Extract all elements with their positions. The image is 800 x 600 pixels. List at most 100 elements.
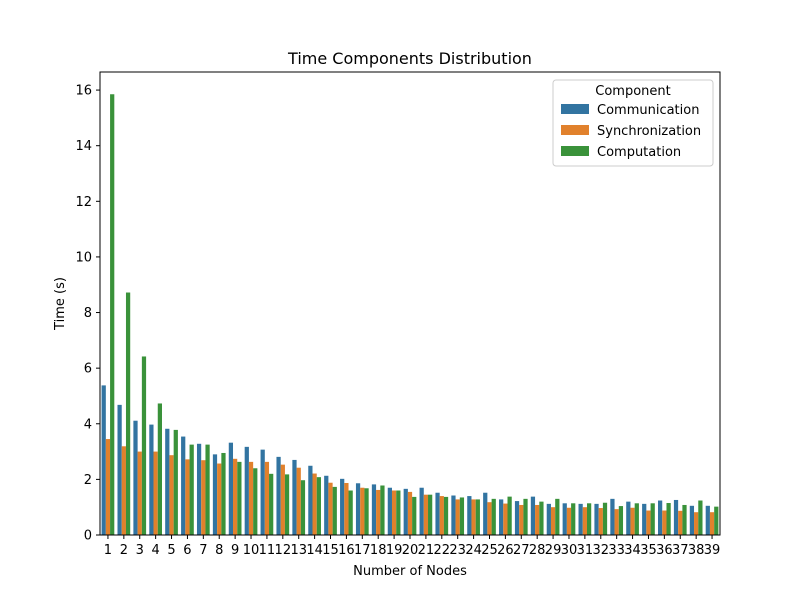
bar-communication-1 <box>101 385 106 535</box>
bar-communication-34 <box>626 501 631 535</box>
bar-synchronization-29 <box>550 507 556 535</box>
bar-synchronization-10 <box>248 461 254 535</box>
bar-communication-10 <box>244 446 249 535</box>
bar-synchronization-18 <box>376 489 381 535</box>
bar-synchronization-4 <box>153 451 158 535</box>
x-tick-label: 20 <box>402 543 419 558</box>
bar-communication-12 <box>276 456 281 535</box>
bar-synchronization-36 <box>662 510 667 535</box>
x-tick-label: 4 <box>152 543 160 558</box>
bar-computation-36 <box>666 503 671 535</box>
bar-synchronization-25 <box>487 502 492 535</box>
bar-computation-24 <box>475 499 480 535</box>
bars-group <box>101 94 719 535</box>
bar-communication-27 <box>514 501 520 535</box>
legend-items: Communication Synchronization Computation <box>561 103 701 160</box>
bar-communication-9 <box>228 442 234 535</box>
y-tick-label: 8 <box>84 306 92 321</box>
bar-communication-21 <box>419 487 424 535</box>
bar-computation-2 <box>125 292 131 535</box>
bar-synchronization-38 <box>694 512 699 535</box>
x-tick-label: 10 <box>243 543 260 558</box>
bar-communication-5 <box>165 428 170 535</box>
bar-computation-37 <box>682 504 687 535</box>
bar-communication-23 <box>451 495 456 535</box>
bar-computation-23 <box>459 497 465 535</box>
bar-synchronization-23 <box>455 499 460 535</box>
bar-computation-5 <box>173 429 178 535</box>
x-tick-label: 19 <box>386 543 403 558</box>
x-tick-label: 11 <box>259 543 276 558</box>
bar-synchronization-30 <box>566 507 572 535</box>
bar-synchronization-31 <box>582 507 587 535</box>
bar-computation-18 <box>380 485 385 535</box>
bar-computation-27 <box>523 498 528 535</box>
bar-computation-28 <box>539 501 544 535</box>
bar-communication-31 <box>578 503 583 535</box>
bar-synchronization-3 <box>137 451 142 535</box>
bar-communication-19 <box>387 487 392 535</box>
x-tick-label: 25 <box>481 543 498 558</box>
bar-communication-2 <box>117 404 122 535</box>
bar-communication-37 <box>673 499 679 535</box>
y-tick-label: 16 <box>75 84 92 99</box>
y-tick-label: 6 <box>84 362 92 377</box>
bar-computation-38 <box>698 500 703 535</box>
bar-computation-15 <box>332 486 337 535</box>
legend-label-synchronization: Synchronization <box>597 124 701 139</box>
legend-swatch-synchronization <box>561 125 589 135</box>
bar-synchronization-11 <box>264 461 270 535</box>
x-tick-label: 17 <box>354 543 371 558</box>
legend-label-computation: Computation <box>597 145 681 160</box>
bar-synchronization-17 <box>360 487 365 535</box>
x-tick-label: 35 <box>640 543 657 558</box>
bar-computation-17 <box>364 488 369 535</box>
x-tick-label: 36 <box>656 543 673 558</box>
bar-computation-19 <box>396 490 401 535</box>
x-tick-label: 24 <box>465 543 482 558</box>
bar-synchronization-33 <box>614 509 619 535</box>
bar-computation-4 <box>157 403 162 535</box>
bar-communication-30 <box>562 503 567 535</box>
bar-synchronization-37 <box>678 510 683 535</box>
legend-box <box>552 79 714 167</box>
bar-communication-26 <box>499 499 504 535</box>
x-tick-label: 1 <box>104 543 112 558</box>
bar-synchronization-26 <box>503 503 508 535</box>
x-tick-label: 31 <box>577 543 594 558</box>
x-tick-label: 16 <box>338 543 355 558</box>
bar-computation-8 <box>221 452 226 535</box>
x-tick-label: 7 <box>199 543 207 558</box>
bar-computation-21 <box>428 494 433 535</box>
bar-synchronization-6 <box>185 459 190 535</box>
x-tick-label: 26 <box>497 543 514 558</box>
x-tick-label: 38 <box>688 543 705 558</box>
bar-computation-34 <box>634 503 639 535</box>
x-tick-label: 29 <box>545 543 562 558</box>
bar-communication-36 <box>658 500 663 535</box>
bar-computation-26 <box>507 496 512 535</box>
bar-communication-39 <box>705 505 710 535</box>
y-tick-label: 0 <box>84 529 92 544</box>
bar-synchronization-21 <box>423 494 429 535</box>
bar-communication-20 <box>403 488 408 535</box>
bar-computation-13 <box>300 480 306 535</box>
x-tick-label: 34 <box>624 543 641 558</box>
x-tick-label: 33 <box>608 543 625 558</box>
bar-synchronization-15 <box>328 482 333 535</box>
x-tick-label: 27 <box>513 543 530 558</box>
bar-synchronization-28 <box>535 504 540 535</box>
y-tick-label: 10 <box>75 250 92 265</box>
bar-computation-10 <box>253 468 258 535</box>
bar-synchronization-39 <box>709 512 715 535</box>
legend: Component CommunicationSynchronizationCo… <box>552 79 714 167</box>
bar-communication-8 <box>212 454 218 535</box>
bar-computation-6 <box>189 444 194 535</box>
x-axis-label: Number of Nodes <box>353 564 467 579</box>
x-tick-label: 8 <box>215 543 223 558</box>
x-tick-label: 13 <box>290 543 307 558</box>
y-tick-label: 12 <box>75 195 92 210</box>
legend-label-communication: Communication <box>597 103 699 118</box>
x-tick-label: 32 <box>592 543 609 558</box>
